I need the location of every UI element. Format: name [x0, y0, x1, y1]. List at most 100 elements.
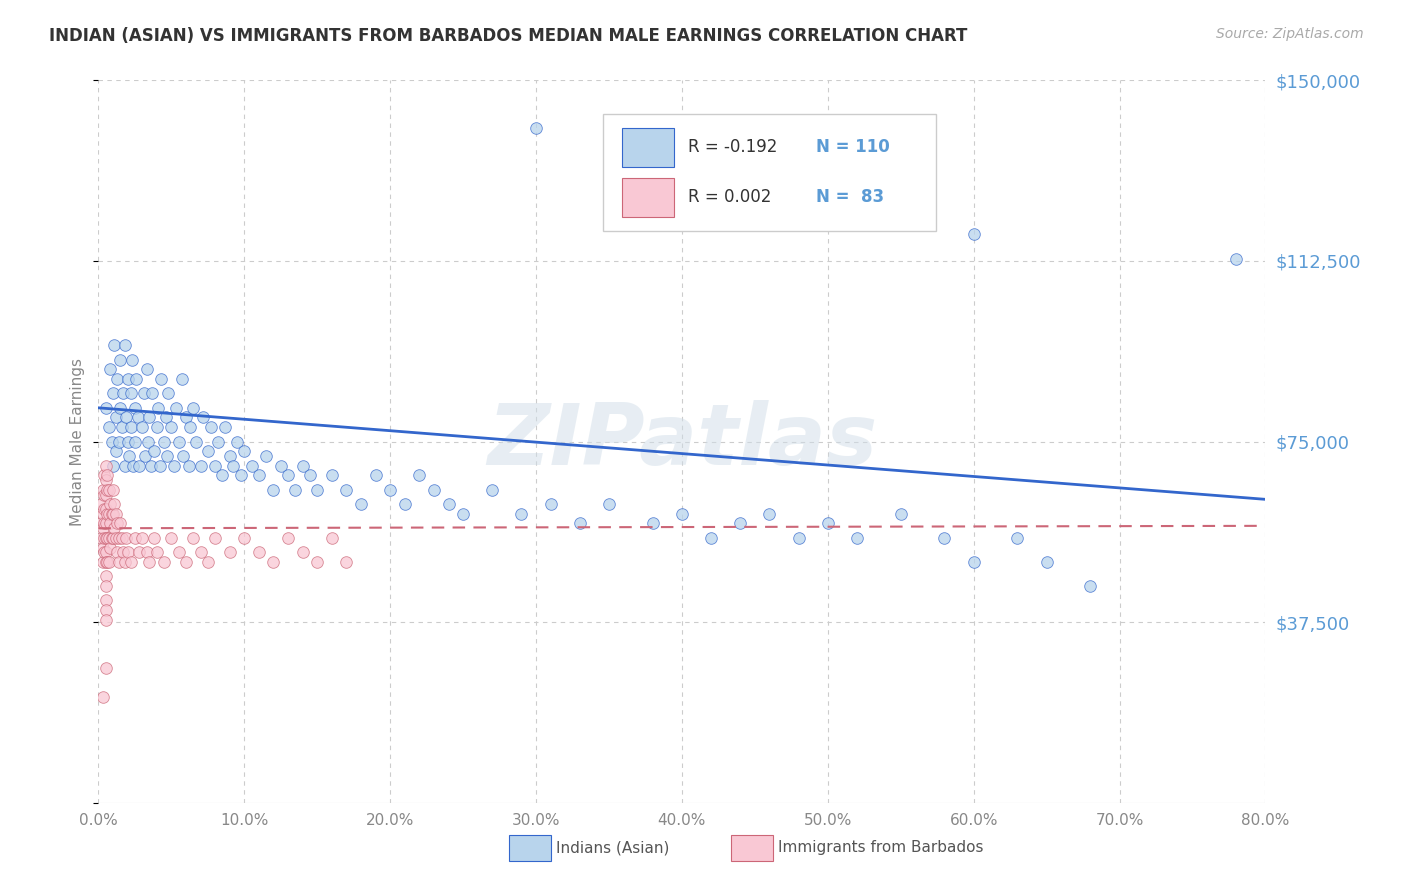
Point	[451, 507, 474, 521]
Point	[94, 531, 117, 545]
Point	[96, 555, 118, 569]
Point	[93, 468, 115, 483]
Point	[115, 410, 138, 425]
Point	[186, 434, 208, 449]
Point	[96, 483, 118, 497]
Point	[193, 410, 215, 425]
Point	[117, 545, 139, 559]
Point	[120, 386, 142, 401]
Point	[142, 531, 165, 545]
Point	[118, 449, 141, 463]
Point	[94, 593, 117, 607]
Point	[96, 531, 118, 545]
Point	[262, 555, 284, 569]
Point	[233, 531, 256, 545]
Point	[97, 507, 120, 521]
Point	[307, 555, 329, 569]
Point	[165, 401, 187, 415]
FancyBboxPatch shape	[623, 128, 673, 167]
Point	[167, 434, 190, 449]
Point	[105, 516, 128, 531]
Point	[262, 483, 284, 497]
Point	[104, 410, 127, 425]
Point	[91, 690, 114, 704]
Point	[108, 531, 131, 545]
Point	[423, 483, 446, 497]
Point	[115, 531, 138, 545]
Point	[108, 555, 131, 569]
Point	[138, 555, 160, 569]
Point	[110, 352, 132, 367]
Point	[150, 372, 173, 386]
Point	[758, 507, 780, 521]
Point	[94, 613, 117, 627]
Point	[179, 420, 201, 434]
Point	[100, 531, 122, 545]
Point	[101, 386, 124, 401]
Point	[91, 521, 114, 535]
Point	[103, 497, 125, 511]
Point	[568, 516, 591, 531]
Point	[93, 545, 115, 559]
Point	[94, 555, 117, 569]
Point	[100, 507, 122, 521]
Point	[96, 507, 118, 521]
Point	[218, 449, 240, 463]
Point	[98, 362, 121, 376]
Point	[97, 555, 120, 569]
Point	[240, 458, 263, 473]
Point	[121, 352, 143, 367]
FancyBboxPatch shape	[731, 835, 773, 861]
Point	[335, 555, 357, 569]
Point	[321, 531, 343, 545]
Point	[101, 483, 124, 497]
Point	[200, 420, 222, 434]
Point	[94, 569, 117, 583]
Point	[142, 444, 165, 458]
Point	[120, 555, 142, 569]
Point	[131, 531, 153, 545]
Point	[110, 516, 132, 531]
Text: Source: ZipAtlas.com: Source: ZipAtlas.com	[1216, 27, 1364, 41]
Point	[298, 468, 321, 483]
Point	[136, 434, 159, 449]
Point	[291, 545, 314, 559]
Point	[197, 555, 219, 569]
Point	[291, 458, 314, 473]
Point	[112, 386, 135, 401]
Point	[307, 483, 329, 497]
Point	[231, 468, 253, 483]
Point	[135, 362, 157, 376]
Point	[94, 603, 117, 617]
Point	[91, 541, 114, 555]
FancyBboxPatch shape	[603, 114, 936, 230]
Point	[1080, 579, 1102, 593]
FancyBboxPatch shape	[623, 178, 673, 217]
Point	[117, 372, 139, 386]
Point	[114, 555, 136, 569]
Point	[510, 507, 533, 521]
Point	[641, 516, 664, 531]
Point	[138, 410, 160, 425]
Point	[181, 401, 204, 415]
Text: N = 110: N = 110	[815, 138, 890, 156]
Point	[94, 579, 117, 593]
Text: N =  83: N = 83	[815, 188, 884, 206]
Point	[96, 468, 118, 483]
Point	[90, 531, 112, 545]
Point	[962, 555, 984, 569]
Point	[846, 531, 869, 545]
Point	[394, 497, 416, 511]
Point	[101, 531, 124, 545]
Point	[730, 516, 752, 531]
Point	[364, 468, 387, 483]
Point	[94, 487, 117, 501]
Point	[98, 497, 121, 511]
Point	[90, 497, 112, 511]
Point	[122, 458, 145, 473]
Point	[91, 555, 114, 569]
Point	[226, 434, 249, 449]
Point	[335, 483, 357, 497]
Point	[101, 458, 124, 473]
Point	[124, 434, 146, 449]
